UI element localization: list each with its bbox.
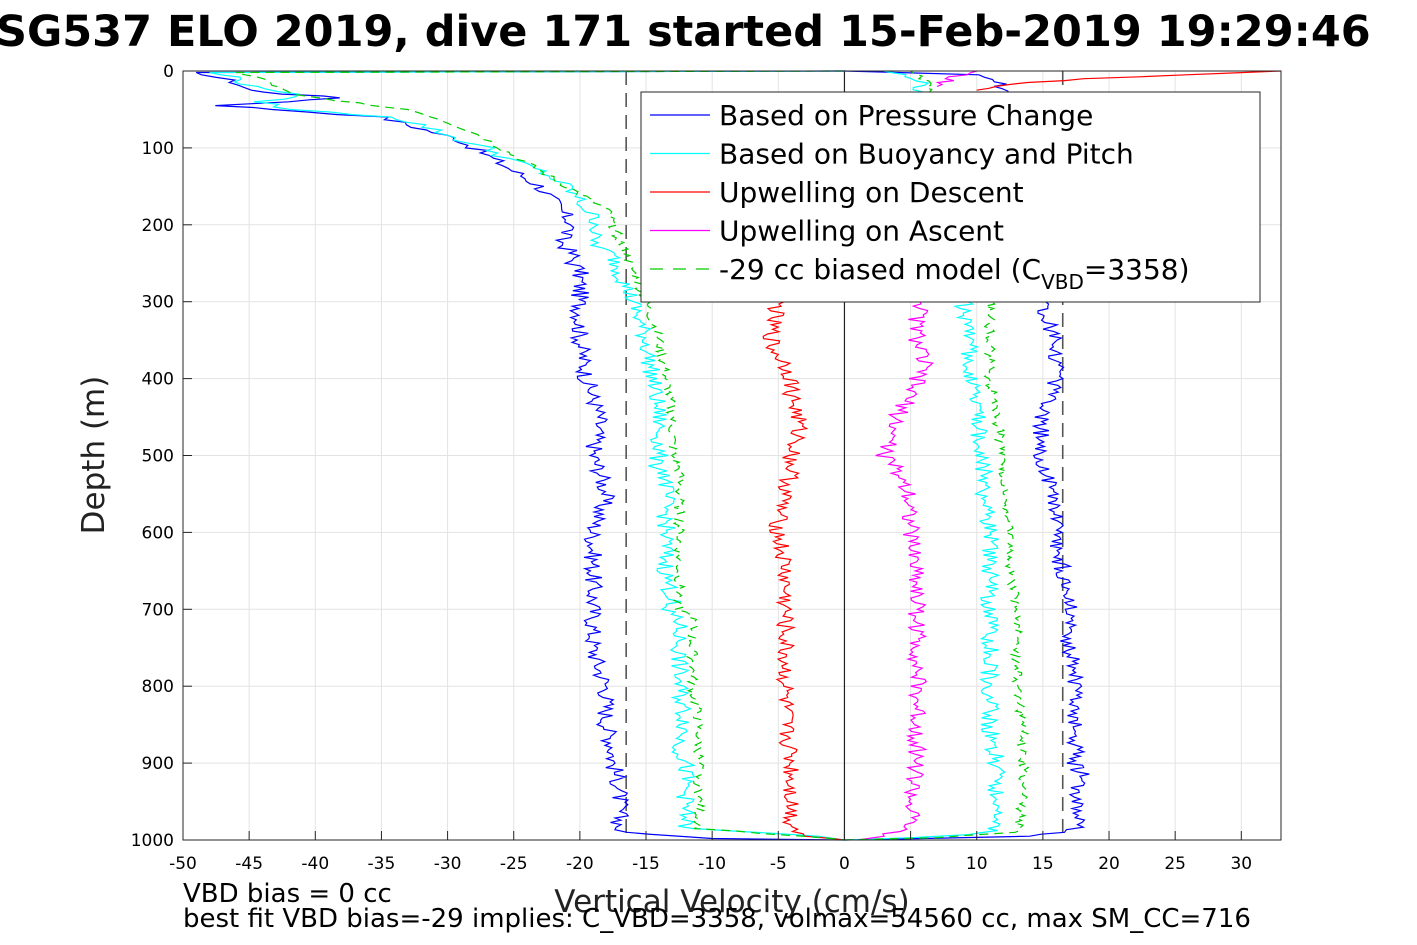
- series-upwelling-on-descent-line: [976, 70, 1282, 91]
- legend-label: Upwelling on Descent: [719, 176, 1024, 209]
- chart-title: SG537 ELO 2019, dive 171 started 15-Feb-…: [0, 7, 1371, 57]
- legend-label: Based on Buoyancy and Pitch: [719, 138, 1134, 171]
- x-tick-label: 10: [966, 854, 988, 874]
- x-tick-label: -5: [770, 854, 787, 874]
- y-tick-label: 1000: [131, 831, 174, 851]
- legend: Based on Pressure Change Based on Buoyanc…: [640, 91, 1261, 303]
- series-upwelling-on-ascent-line: [857, 301, 934, 841]
- x-tick-label: -35: [368, 854, 396, 874]
- vbd-bias-note: VBD bias = 0 cc: [183, 879, 392, 909]
- x-tick-label: -25: [500, 854, 528, 874]
- x-tick-label: 20: [1098, 854, 1120, 874]
- series-upwelling-on-ascent-line: [935, 70, 977, 87]
- x-axis-label: Vertical Velocity (cm/s): [554, 884, 909, 920]
- y-axis-label: Depth (m): [76, 376, 112, 535]
- x-tick-label: -15: [632, 854, 660, 874]
- x-tick-label: -20: [566, 854, 594, 874]
- y-tick-label: 100: [142, 139, 174, 159]
- y-tick-label: 800: [142, 677, 174, 697]
- legend-label: Based on Pressure Change: [719, 99, 1093, 132]
- legend-label: -29 cc biased model (CVBD=3358): [719, 253, 1190, 294]
- series-based-on-buoyancy-and-pitch-line: [209, 70, 845, 841]
- x-tick-label: 0: [839, 854, 850, 874]
- x-tick-label: 15: [1032, 854, 1054, 874]
- y-tick-label: 200: [142, 216, 174, 236]
- series-upwelling-on-descent-line: [762, 301, 845, 841]
- x-tick-label: -40: [301, 854, 329, 874]
- x-tick-label: -50: [169, 854, 197, 874]
- y-tick-label: 700: [142, 600, 174, 620]
- series-29-cc-biased-model-line: [235, 70, 845, 841]
- y-tick-labels: 0 100 200 300 400 500 600 700 800 900 1000: [131, 62, 192, 851]
- y-tick-label: 600: [142, 523, 174, 543]
- x-tick-label: 25: [1164, 854, 1186, 874]
- y-tick-label: 400: [142, 370, 174, 390]
- y-tick-label: 300: [142, 293, 174, 313]
- x-tick-label: 5: [905, 854, 916, 874]
- y-tick-label: 0: [163, 62, 174, 82]
- x-tick-labels: -50 -45 -40 -35 -30 -25 -20 -15 -10 -5 0 5 10 15 20 25 3…: [169, 831, 1252, 874]
- legend-label: Upwelling on Ascent: [719, 215, 1004, 248]
- x-tick-label: 30: [1230, 854, 1252, 874]
- best-fit-note: best fit VBD bias=-29 implies: C_VBD=335…: [183, 904, 1251, 934]
- x-tick-label: -10: [698, 854, 726, 874]
- x-tick-label: -45: [235, 854, 263, 874]
- x-tick-label: -30: [434, 854, 462, 874]
- series-based-on-pressure-change-line: [195, 70, 845, 841]
- y-tick-label: 500: [142, 447, 174, 467]
- y-tick-label: 900: [142, 754, 174, 774]
- legend-box: [640, 91, 1261, 303]
